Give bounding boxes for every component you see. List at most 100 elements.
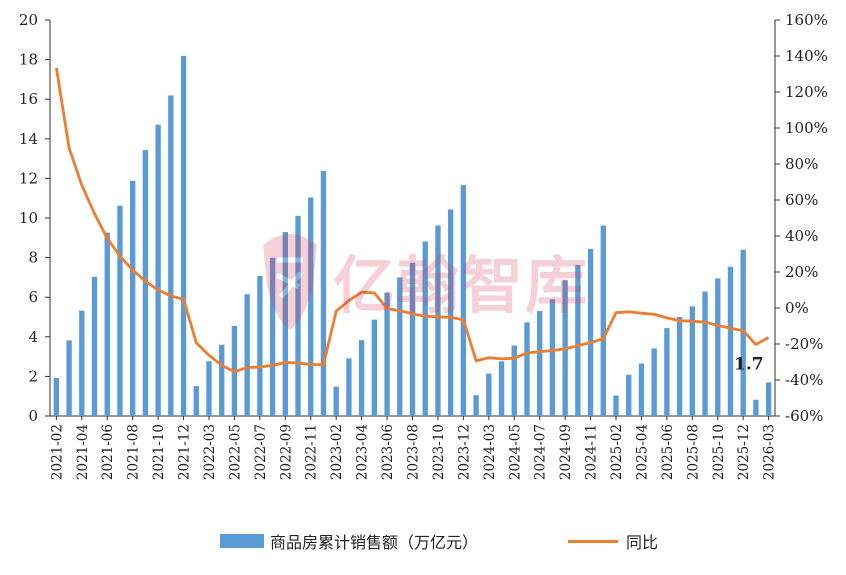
y-right-tick-label: 160% bbox=[785, 11, 828, 29]
bar-2021-04 bbox=[79, 310, 85, 416]
x-tick-label-2025-10: 2025-10 bbox=[711, 424, 727, 480]
y-right-tick-label: 40% bbox=[785, 227, 818, 245]
legend-swatch-line bbox=[568, 539, 618, 543]
y-right-tick-label: 20% bbox=[785, 263, 818, 281]
x-tick-label-2024-09: 2024-09 bbox=[558, 424, 574, 480]
bar-2021-08 bbox=[130, 180, 136, 416]
x-tick-label-2021-02: 2021-02 bbox=[49, 424, 65, 480]
bar-2024-08 bbox=[549, 299, 556, 416]
bar-2024-02 bbox=[473, 395, 479, 416]
y-left-tick-label: 20 bbox=[19, 11, 38, 29]
y-left-tick-label: 18 bbox=[19, 51, 38, 69]
y-right-tick-label: 120% bbox=[785, 83, 828, 101]
x-tick-label-2021-08: 2021-08 bbox=[126, 424, 142, 480]
y-left-tick-label: 16 bbox=[19, 90, 38, 108]
y-right-tick-label: 60% bbox=[785, 191, 818, 209]
y-left-tick-label: 4 bbox=[28, 328, 38, 346]
bar-2025-04 bbox=[638, 363, 645, 416]
bar-2024-05 bbox=[511, 345, 517, 416]
bar-2021-02 bbox=[53, 377, 60, 416]
bar-2023-11 bbox=[447, 209, 454, 416]
y-left-tick-label: 14 bbox=[19, 130, 38, 148]
bar-2022-11 bbox=[308, 197, 314, 416]
x-tick-label-2021-04: 2021-04 bbox=[75, 424, 91, 480]
x-tick-label-2022-11: 2022-11 bbox=[304, 424, 320, 480]
bar-2023-05 bbox=[371, 319, 378, 416]
y-left-tick-label: 2 bbox=[28, 367, 38, 385]
y-left-tick-label: 12 bbox=[19, 169, 38, 187]
bar-2025-05 bbox=[651, 348, 657, 416]
bar-2021-05 bbox=[91, 276, 98, 416]
y-right-tick-label: -60% bbox=[785, 407, 823, 425]
y-right-tick-label: -20% bbox=[785, 335, 823, 353]
x-tick-label-2024-03: 2024-03 bbox=[482, 424, 498, 480]
x-tick-label-2021-06: 2021-06 bbox=[100, 424, 116, 480]
y-right-tick-label: -40% bbox=[785, 371, 823, 389]
legend-item-line: 同比 bbox=[568, 528, 658, 554]
bar-2021-09 bbox=[142, 150, 149, 416]
bar-2025-02 bbox=[613, 395, 619, 416]
bar-2022-06 bbox=[244, 294, 250, 416]
bar-2024-04 bbox=[498, 361, 505, 416]
x-tick-label-2024-11: 2024-11 bbox=[584, 424, 600, 480]
x-tick-label-2026-03: 2026-03 bbox=[762, 424, 778, 480]
bar-2021-10 bbox=[155, 124, 161, 416]
x-tick-label-2023-06: 2023-06 bbox=[380, 424, 396, 480]
watermark-text: 亿翰智库 bbox=[333, 249, 590, 322]
line-yoy bbox=[55, 67, 770, 374]
bar-2023-10 bbox=[435, 225, 441, 416]
bar-2022-10 bbox=[295, 215, 301, 416]
bar-2022-03 bbox=[206, 361, 212, 416]
bar-2023-12 bbox=[460, 185, 467, 416]
legend-label-line: 同比 bbox=[626, 533, 659, 552]
bar-2024-03 bbox=[486, 373, 492, 416]
bar-2024-11 bbox=[587, 248, 594, 416]
watermark: 亿翰智库 bbox=[255, 225, 589, 335]
x-tick-label-2023-10: 2023-10 bbox=[431, 424, 447, 480]
bar-2023-06 bbox=[384, 292, 390, 416]
bar-2022-04 bbox=[219, 344, 225, 416]
x-tick-label-2024-05: 2024-05 bbox=[507, 424, 523, 480]
legend: 商品房累计销售额（万亿元） 同比 bbox=[0, 528, 846, 554]
x-tick-label-2022-07: 2022-07 bbox=[253, 424, 269, 480]
bar-2021-11 bbox=[168, 95, 174, 417]
y-left-tick-label: 6 bbox=[28, 288, 38, 306]
y-right-tick-label: 100% bbox=[785, 119, 828, 137]
bar-2026-02 bbox=[753, 399, 759, 416]
annotation-last-value: 1.7 bbox=[734, 354, 764, 374]
bar-2023-09 bbox=[422, 241, 428, 416]
bar-2022-08 bbox=[269, 257, 276, 416]
x-tick-label-2022-03: 2022-03 bbox=[202, 424, 218, 480]
x-tick-label-2024-07: 2024-07 bbox=[533, 424, 549, 480]
x-tick-label-2023-08: 2023-08 bbox=[406, 424, 422, 480]
bar-2024-12 bbox=[600, 225, 606, 416]
x-tick-label-2022-09: 2022-09 bbox=[278, 424, 294, 480]
bar-2025-09 bbox=[702, 291, 708, 416]
bar-2024-07 bbox=[537, 311, 543, 416]
bar-2025-11 bbox=[727, 266, 734, 416]
bar-2022-07 bbox=[257, 276, 263, 416]
bar-2021-03 bbox=[66, 340, 72, 416]
bar-2024-06 bbox=[524, 322, 530, 416]
bar-2024-10 bbox=[575, 264, 581, 416]
legend-item-bar: 商品房累计销售额（万亿元） bbox=[220, 528, 478, 554]
y-right-tick-label: 80% bbox=[785, 155, 818, 173]
bar-2021-06 bbox=[104, 232, 110, 416]
bar-2023-07 bbox=[397, 277, 403, 416]
x-tick-label-2023-12: 2023-12 bbox=[456, 424, 472, 480]
y-right-tick-label: 0% bbox=[785, 299, 809, 317]
bar-2023-08 bbox=[409, 262, 416, 416]
bar-2022-02 bbox=[193, 386, 199, 416]
bar-2023-02 bbox=[333, 386, 339, 416]
bar-2025-08 bbox=[689, 306, 695, 416]
x-tick-label-2021-10: 2021-10 bbox=[151, 424, 167, 480]
x-tick-label-2025-12: 2025-12 bbox=[736, 424, 752, 480]
bar-2023-03 bbox=[346, 358, 352, 416]
bar-2025-12 bbox=[740, 249, 746, 416]
legend-swatch-bar bbox=[220, 534, 264, 548]
legend-label-bar: 商品房累计销售额（万亿元） bbox=[270, 533, 479, 552]
x-tick-label-2025-06: 2025-06 bbox=[660, 424, 676, 480]
bar-2022-09 bbox=[282, 232, 288, 416]
x-tick-label-2023-02: 2023-02 bbox=[329, 424, 345, 480]
